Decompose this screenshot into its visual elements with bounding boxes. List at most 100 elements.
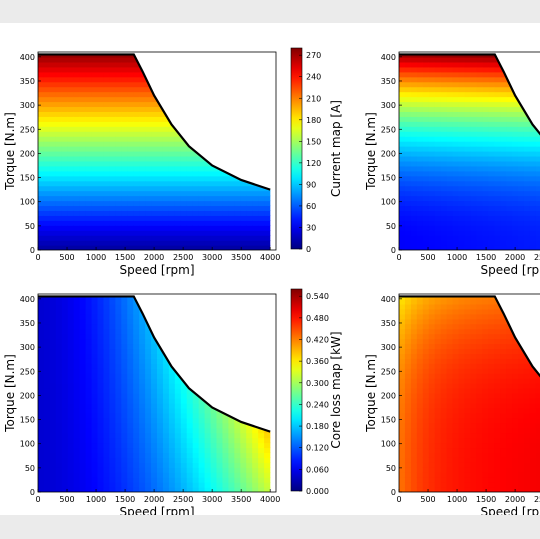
heatmap-cell bbox=[162, 472, 170, 478]
heatmap-cell bbox=[500, 126, 507, 132]
heatmap-cell bbox=[529, 141, 537, 147]
heatmap-cell bbox=[103, 487, 110, 492]
heatmap-cell bbox=[109, 487, 116, 492]
plot-frame bbox=[37, 293, 277, 493]
heatmap-cell bbox=[133, 397, 140, 404]
heatmap-cell bbox=[55, 136, 63, 142]
heatmap-cell bbox=[85, 452, 93, 458]
heatmap-cell bbox=[198, 472, 206, 478]
heatmap-cell bbox=[458, 225, 466, 231]
heatmap-cell bbox=[139, 393, 146, 399]
heatmap-cell bbox=[103, 373, 110, 379]
heatmap-cell bbox=[482, 155, 489, 162]
heatmap-cell bbox=[264, 225, 271, 231]
heatmap-cell bbox=[399, 462, 406, 468]
heatmap-cell bbox=[121, 447, 128, 453]
heatmap-cell bbox=[133, 200, 140, 207]
heatmap-cell bbox=[458, 180, 466, 187]
heatmap-cell bbox=[61, 348, 69, 354]
heatmap-cell bbox=[55, 66, 63, 73]
heatmap-cell bbox=[488, 225, 495, 231]
heatmap-cell bbox=[162, 131, 170, 137]
heatmap-cell bbox=[399, 422, 406, 429]
heatmap-cell bbox=[240, 432, 247, 439]
heatmap-cell bbox=[446, 96, 454, 103]
heatmap-cell bbox=[133, 210, 140, 216]
heatmap-cell bbox=[151, 106, 158, 112]
heatmap-cell bbox=[145, 368, 152, 374]
heatmap-cell bbox=[133, 245, 140, 250]
heatmap-cell bbox=[476, 86, 483, 93]
heatmap-cell bbox=[180, 467, 188, 473]
torque-envelope-line bbox=[38, 53, 271, 191]
heatmap-cell bbox=[518, 190, 525, 197]
heatmap-cell bbox=[151, 467, 158, 473]
heatmap-cell bbox=[216, 472, 224, 478]
heatmap-cell bbox=[234, 422, 241, 429]
heatmap-cell bbox=[91, 393, 99, 399]
heatmap-cell bbox=[115, 106, 122, 112]
heatmap-cell bbox=[115, 61, 122, 68]
heatmap-cell bbox=[482, 66, 489, 73]
heatmap-cell bbox=[97, 86, 105, 93]
heatmap-cell bbox=[168, 155, 176, 162]
heatmap-cell bbox=[446, 126, 454, 132]
heatmap-cell bbox=[234, 487, 241, 492]
heatmap-cell bbox=[157, 373, 164, 379]
heatmap-cell bbox=[43, 160, 51, 167]
heatmap-cell bbox=[133, 160, 140, 167]
heatmap-cell bbox=[151, 477, 158, 483]
heatmap-cell bbox=[97, 462, 105, 468]
heatmap-cell bbox=[523, 116, 531, 122]
heatmap-cell bbox=[38, 106, 45, 112]
heatmap-cell bbox=[127, 81, 134, 88]
heatmap-cell bbox=[145, 338, 152, 345]
heatmap-cell bbox=[523, 230, 531, 236]
heatmap-cell bbox=[157, 245, 164, 250]
heatmap-cell bbox=[115, 417, 122, 424]
heatmap-cell bbox=[97, 308, 105, 315]
heatmap-cell bbox=[180, 457, 188, 463]
heatmap-cell bbox=[192, 457, 200, 463]
heatmap-cell bbox=[127, 106, 134, 112]
heatmap-cell bbox=[79, 146, 87, 152]
heatmap-cell bbox=[91, 165, 99, 172]
heatmap-cell bbox=[38, 308, 45, 315]
heatmap-cell bbox=[61, 383, 69, 389]
heatmap-cell bbox=[49, 348, 57, 354]
heatmap-cell bbox=[133, 457, 140, 463]
y-axis-label: Torque [N.m] bbox=[3, 354, 17, 433]
heatmap-cell bbox=[422, 240, 430, 246]
heatmap-cell bbox=[523, 180, 531, 187]
heatmap-cell bbox=[470, 126, 477, 132]
heatmap-cell bbox=[434, 61, 442, 68]
heatmap-cell bbox=[464, 116, 471, 122]
heatmap-cell bbox=[103, 141, 110, 147]
heatmap-cell bbox=[49, 442, 57, 449]
heatmap-cell bbox=[85, 71, 93, 78]
heatmap-cell bbox=[67, 487, 75, 492]
heatmap-cell bbox=[55, 328, 63, 335]
y-tick-label: 0 bbox=[30, 246, 35, 255]
heatmap-cell bbox=[157, 348, 164, 354]
heatmap-cell bbox=[61, 472, 69, 478]
heatmap-cell bbox=[458, 160, 466, 167]
heatmap-cell bbox=[133, 131, 140, 137]
heatmap-cell bbox=[109, 412, 116, 419]
heatmap-cell bbox=[162, 245, 170, 250]
heatmap-cell bbox=[61, 205, 69, 211]
heatmap-cell bbox=[162, 235, 170, 241]
heatmap-cell bbox=[506, 205, 513, 211]
heatmap-cell bbox=[145, 447, 152, 453]
heatmap-cell bbox=[91, 106, 99, 112]
heatmap-cell bbox=[240, 210, 247, 216]
heatmap-cell bbox=[103, 467, 110, 473]
heatmap-cell bbox=[529, 235, 537, 241]
heatmap-cell bbox=[133, 170, 140, 177]
heatmap-cell bbox=[38, 298, 45, 305]
heatmap-cell bbox=[264, 220, 271, 226]
heatmap-cell bbox=[434, 240, 442, 246]
heatmap-cell bbox=[121, 141, 128, 147]
heatmap-cell bbox=[240, 220, 247, 226]
heatmap-cell bbox=[121, 66, 128, 73]
